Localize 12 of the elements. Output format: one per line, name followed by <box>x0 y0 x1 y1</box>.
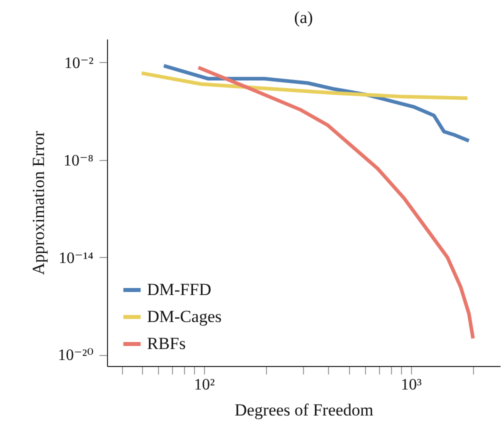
legend-label: DM-FFD <box>147 280 212 299</box>
y-tick-label: 10⁻²⁰ <box>58 347 94 364</box>
y-tick-label: 10⁻⁸ <box>63 152 94 170</box>
x-tick-label: 10³ <box>400 376 422 394</box>
y-tick-label: 10⁻¹⁴ <box>58 250 94 267</box>
chart-title: (a) <box>294 8 313 27</box>
legend-label: RBFs <box>147 334 186 353</box>
legend-label: DM-Cages <box>147 307 222 326</box>
x-tick-label: 10² <box>194 376 216 394</box>
y-tick-label: 10⁻² <box>64 54 94 72</box>
x-axis-title: Degrees of Freedom <box>234 400 374 420</box>
y-axis-title: Approximation Error <box>28 130 48 275</box>
